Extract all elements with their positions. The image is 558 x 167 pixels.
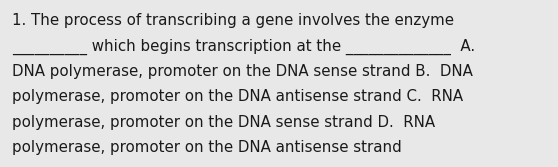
- Text: polymerase, promoter on the DNA antisense strand: polymerase, promoter on the DNA antisens…: [12, 140, 402, 155]
- Text: 1. The process of transcribing a gene involves the enzyme: 1. The process of transcribing a gene in…: [12, 13, 454, 28]
- Text: DNA polymerase, promoter on the DNA sense strand B.  DNA: DNA polymerase, promoter on the DNA sens…: [12, 64, 473, 79]
- Text: __________ which begins transcription at the ______________  A.: __________ which begins transcription at…: [12, 39, 475, 55]
- Text: polymerase, promoter on the DNA antisense strand C.  RNA: polymerase, promoter on the DNA antisens…: [12, 90, 463, 105]
- Text: polymerase, promoter on the DNA sense strand D.  RNA: polymerase, promoter on the DNA sense st…: [12, 115, 435, 130]
